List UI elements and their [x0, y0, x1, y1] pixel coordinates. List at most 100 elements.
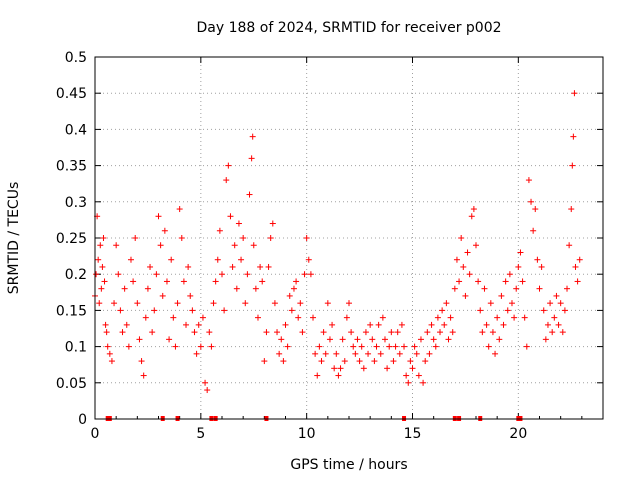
data-point: [161, 227, 168, 234]
data-point: [544, 321, 551, 328]
data-point: [489, 329, 496, 336]
data-point: [379, 314, 386, 321]
data-point: [214, 256, 221, 263]
data-point: [101, 278, 108, 285]
y-tick-label: 0: [78, 412, 87, 428]
data-point: [286, 292, 293, 299]
data-point: [204, 387, 211, 394]
data-point: [216, 227, 223, 234]
data-point: [564, 285, 571, 292]
data-point: [394, 329, 401, 336]
data-point: [159, 292, 166, 299]
data-point: [98, 285, 105, 292]
data-point: [417, 336, 424, 343]
data-point: [392, 343, 399, 350]
data-point: [119, 329, 126, 336]
data-point: [117, 307, 124, 314]
data-point: [549, 329, 556, 336]
data-point: [430, 336, 437, 343]
data-point: [470, 206, 477, 213]
x-axis-label: GPS time / hours: [290, 457, 407, 473]
data-point: [348, 329, 355, 336]
data-point: [439, 307, 446, 314]
data-point: [388, 329, 395, 336]
data-point: [458, 235, 465, 241]
data-point: [411, 343, 418, 350]
data-point: [530, 227, 537, 234]
data-point: [369, 336, 376, 343]
data-point: [244, 271, 251, 278]
data-point: [282, 321, 289, 328]
data-point: [571, 90, 578, 97]
data-point: [464, 249, 471, 256]
data-point: [136, 336, 143, 343]
data-point: [485, 343, 492, 350]
data-point: [223, 177, 230, 184]
y-tick-label: 0.35: [56, 159, 87, 175]
y-tick-label: 0.4: [65, 122, 87, 138]
data-point: [174, 300, 181, 307]
data-point: [326, 336, 333, 343]
data-point: [288, 307, 295, 314]
data-point: [498, 292, 505, 299]
data-point: [208, 343, 215, 350]
data-point: [314, 372, 321, 379]
data-point: [339, 336, 346, 343]
data-point: [318, 358, 325, 365]
x-tick-label: 0: [91, 426, 100, 442]
data-point: [496, 336, 503, 343]
data-point: [290, 285, 297, 292]
data-point: [210, 300, 217, 307]
data-point: [492, 350, 499, 357]
data-point: [415, 372, 422, 379]
data-point: [409, 365, 416, 372]
data-point: [523, 343, 530, 350]
data-point: [341, 358, 348, 365]
data-point: [163, 278, 170, 285]
data-point: [103, 329, 110, 336]
data-point: [534, 256, 541, 263]
data-point: [312, 350, 319, 357]
data-point: [189, 307, 196, 314]
data-point: [508, 300, 515, 307]
data-point: [269, 220, 276, 227]
data-point: [432, 343, 439, 350]
data-point: [566, 242, 573, 249]
data-point: [93, 271, 100, 278]
data-point: [144, 285, 151, 292]
data-point: [305, 256, 312, 263]
data-point: [134, 300, 141, 307]
data-point: [362, 329, 369, 336]
data-point: [576, 256, 583, 263]
data-point: [278, 336, 285, 343]
data-point: [197, 343, 204, 350]
data-point: [202, 379, 209, 386]
data-point: [299, 329, 306, 336]
data-point: [295, 314, 302, 321]
data-point: [521, 314, 528, 321]
data-point: [138, 358, 145, 365]
data-point: [221, 307, 228, 314]
data-point: [246, 191, 253, 198]
data-point: [254, 314, 261, 321]
data-point: [462, 292, 469, 299]
data-point: [352, 350, 359, 357]
data-point: [398, 321, 405, 328]
x-tick-label: 10: [298, 426, 316, 442]
data-point: [111, 300, 118, 307]
data-point: [248, 155, 255, 162]
data-point: [557, 300, 564, 307]
data-point: [401, 343, 408, 350]
y-tick-label: 0.5: [65, 50, 87, 66]
data-point: [453, 256, 460, 263]
grid: [95, 57, 603, 419]
data-point: [473, 242, 479, 249]
data-point: [413, 350, 420, 357]
data-point: [428, 321, 435, 328]
data-point: [183, 321, 190, 328]
plot-frame: [94, 56, 604, 420]
data-point: [547, 300, 554, 307]
data-point: [187, 292, 194, 299]
data-point: [263, 329, 270, 336]
